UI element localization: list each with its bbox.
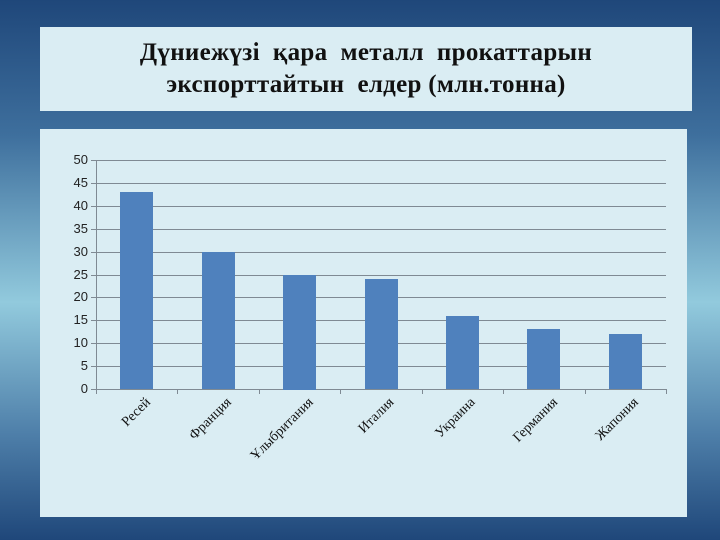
x-axis-category-label: Украина (432, 395, 479, 441)
x-axis-category-label: Ресей (119, 395, 154, 430)
y-axis-tick-label: 40 (73, 198, 88, 213)
bar-1 (120, 192, 153, 389)
bar-chart-plot-area: 0 5 10 15 20 25 30 35 40 45 50 Ресей Франция Ұлыбрита… (40, 129, 687, 517)
x-axis-category-label: Франция (186, 395, 235, 444)
y-axis-tick-label: 10 (73, 335, 88, 350)
chart-panel: 0 5 10 15 20 25 30 35 40 45 50 Ресей Франция Ұлыбрита… (40, 129, 687, 517)
x-axis-tick (666, 389, 667, 394)
gridline (91, 183, 666, 184)
x-axis-tick (585, 389, 586, 394)
x-axis-tick (177, 389, 178, 394)
y-axis-tick-label: 50 (73, 152, 88, 167)
bar-2 (202, 252, 235, 389)
gridline (91, 160, 666, 161)
x-axis-tick (422, 389, 423, 394)
x-axis-tick (503, 389, 504, 394)
bar-6 (527, 329, 560, 389)
gridline (91, 389, 666, 390)
y-axis-tick-label: 5 (80, 358, 88, 373)
gridline (91, 206, 666, 207)
title-panel: Дүниежүзі қара металл прокаттарын экспор… (40, 27, 692, 111)
x-axis-category-label: Ұлыбритания (248, 395, 317, 464)
gridline (91, 252, 666, 253)
x-axis-tick (96, 389, 97, 394)
bar-7 (609, 334, 642, 389)
x-axis-category-label: Германия (510, 395, 562, 446)
y-axis-tick-label: 20 (73, 289, 88, 304)
gridline (91, 229, 666, 230)
x-axis-tick (259, 389, 260, 394)
y-axis-tick-label: 35 (73, 221, 88, 236)
y-axis-tick-label: 0 (80, 381, 88, 396)
gridline (91, 275, 666, 276)
x-axis-category-label: Италия (355, 395, 398, 437)
x-axis-category-label: Жапония (592, 395, 642, 444)
chart-title-line-2: экспорттайтын елдер (млн.тонна) (166, 71, 566, 98)
y-axis-line (96, 160, 97, 389)
x-axis-tick (340, 389, 341, 394)
y-axis-tick-label: 15 (73, 312, 88, 327)
bar-4 (365, 279, 398, 389)
y-axis-tick-label: 45 (73, 175, 88, 190)
y-axis-tick-label: 25 (73, 267, 88, 282)
chart-title-line-1: Дүниежүзі қара металл прокаттарын (139, 39, 593, 66)
bar-3 (283, 275, 316, 390)
y-axis-tick-label: 30 (73, 244, 88, 259)
bar-5 (446, 316, 479, 389)
